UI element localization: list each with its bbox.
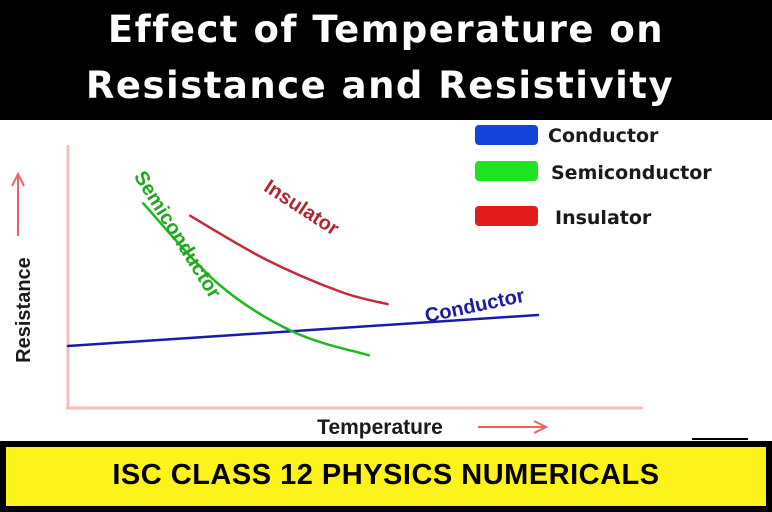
- legend: Conductor Semiconductor Insulator: [475, 125, 712, 229]
- chart-area: Resistance Temperature Semiconductor Ins…: [11, 125, 712, 439]
- title-banner: Effect of Temperature on Resistance and …: [0, 0, 772, 120]
- x-axis-arrowhead: [533, 420, 549, 434]
- footer-banner-text: ISC CLASS 12 PHYSICS NUMERICALS: [112, 459, 660, 491]
- series-line-semiconductor: [141, 202, 371, 357]
- title-line-2: Resistance and Resistivity: [85, 64, 675, 107]
- y-axis-arrowhead: [11, 171, 25, 187]
- annotation-conductor: Conductor: [423, 285, 527, 328]
- legend-swatch-conductor: [475, 125, 538, 145]
- legend-label-conductor: Conductor: [548, 125, 659, 147]
- annotation-semiconductor: Semiconductor: [129, 167, 225, 302]
- footer-banner: ISC CLASS 12 PHYSICS NUMERICALS: [0, 441, 772, 512]
- legend-label-insulator: Insulator: [555, 207, 652, 229]
- series-line-conductor: [66, 313, 540, 348]
- x-axis-label: Temperature: [317, 416, 443, 439]
- series-line-insulator: [188, 214, 389, 306]
- legend-swatch-insulator: [475, 206, 538, 226]
- y-axis-label: Resistance: [13, 257, 35, 363]
- legend-label-semiconductor: Semiconductor: [551, 162, 712, 184]
- divider-line: [692, 438, 748, 440]
- footer-yellow-box: ISC CLASS 12 PHYSICS NUMERICALS: [6, 447, 766, 506]
- legend-swatch-semiconductor: [475, 161, 538, 181]
- title-line-1: Effect of Temperature on: [107, 8, 665, 51]
- annotation-insulator: Insulator: [260, 176, 343, 241]
